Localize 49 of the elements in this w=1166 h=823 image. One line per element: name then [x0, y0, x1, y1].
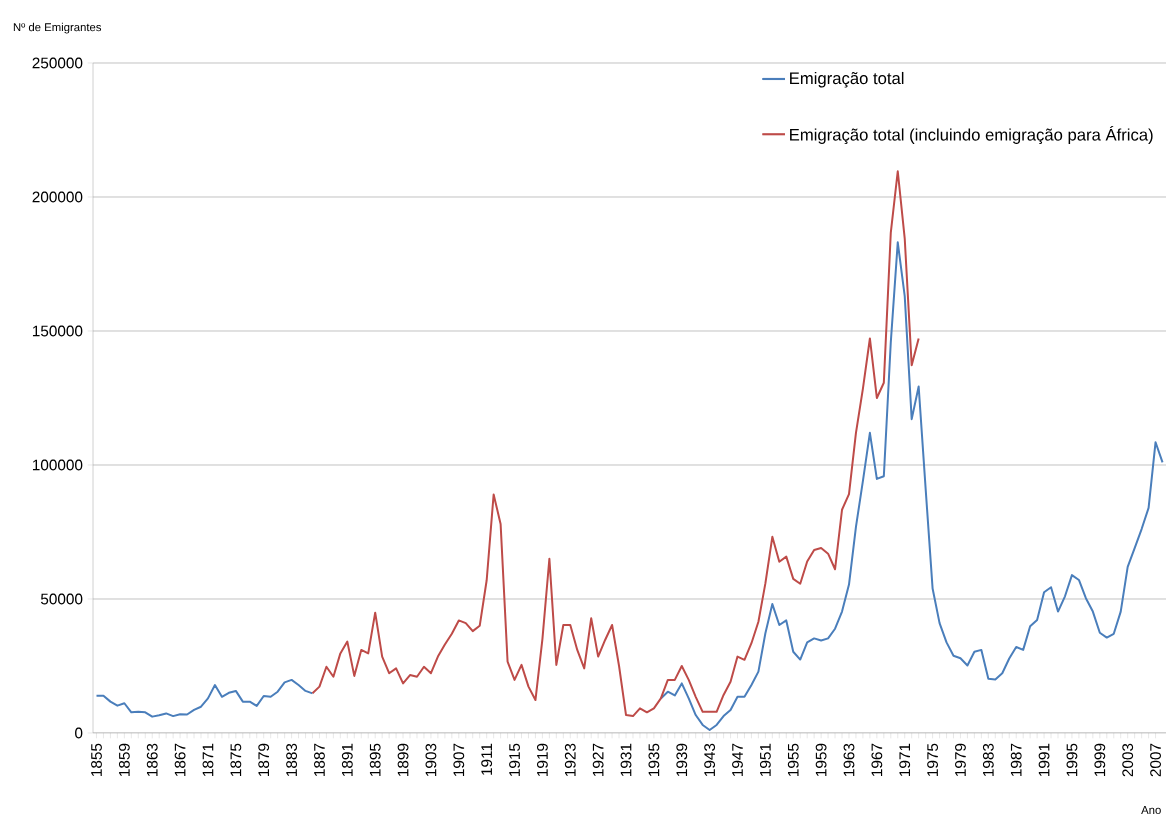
y-tick-label: 150000 — [32, 325, 83, 337]
x-tick-label: 2003 — [1122, 743, 1134, 777]
x-tick-label: 1947 — [732, 743, 743, 776]
x-axis-title: Ano — [1141, 806, 1161, 814]
x-tick-label: 2007 — [1150, 743, 1161, 777]
x-tick-label: 1983 — [982, 743, 994, 776]
x-tick-label: 1975 — [927, 743, 939, 776]
x-tick-label: 1859 — [118, 743, 130, 776]
x-tick-label: 1991 — [1038, 743, 1050, 776]
x-tick-label: 1951 — [759, 743, 771, 776]
x-tick-label: 1943 — [704, 743, 716, 776]
x-tick-label: 1923 — [564, 743, 576, 776]
x-tick-label: 1967 — [871, 743, 883, 776]
x-tick-label: 1863 — [146, 743, 158, 776]
y-axis-title: Nº de Emigrantes — [13, 22, 102, 34]
x-tick-label: 1939 — [676, 743, 688, 776]
x-tick-label: 1855 — [91, 743, 102, 776]
x-tick-label: 1995 — [1066, 743, 1078, 776]
x-tick-label: 1891 — [341, 743, 353, 776]
x-tick-label: 1871 — [202, 743, 214, 776]
x-tick-label: 1963 — [843, 743, 855, 776]
legend-label: Emigração total (incluindo emigração para África) — [790, 126, 1153, 145]
x-tick-label: 1935 — [648, 743, 660, 776]
x-tick-label: 1867 — [174, 743, 186, 776]
x-tick-label: 1931 — [620, 743, 632, 776]
x-tick-label: 1911 — [481, 743, 493, 775]
x-tick-label: 1887 — [314, 743, 325, 776]
x-tick-label: 1899 — [397, 743, 409, 776]
x-tick-label: 1971 — [899, 743, 911, 776]
x-tick-label: 1895 — [369, 743, 381, 776]
x-tick-label: 1999 — [1094, 743, 1106, 776]
y-tick-label: 100000 — [32, 459, 83, 471]
y-tick-label: 0 — [75, 727, 83, 739]
x-tick-label: 1927 — [592, 743, 604, 776]
x-tick-label: 1959 — [815, 743, 827, 776]
x-tick-label: 1883 — [286, 743, 298, 776]
x-tick-label: 1879 — [258, 743, 270, 776]
x-tick-label: 1919 — [536, 743, 548, 776]
x-tick-label: 1915 — [509, 743, 520, 776]
x-tick-label: 1907 — [453, 743, 465, 776]
x-tick-label: 1875 — [230, 743, 242, 776]
y-tick-label: 200000 — [32, 191, 83, 203]
x-tick-label: 1987 — [1010, 743, 1022, 776]
x-tick-label: 1903 — [425, 743, 437, 776]
x-tick-label: 1979 — [955, 743, 966, 776]
y-tick-label: 50000 — [40, 593, 83, 605]
legend-label: Emigração total — [790, 71, 904, 88]
y-tick-label: 250000 — [32, 57, 83, 69]
x-tick-label: 1955 — [787, 743, 799, 776]
